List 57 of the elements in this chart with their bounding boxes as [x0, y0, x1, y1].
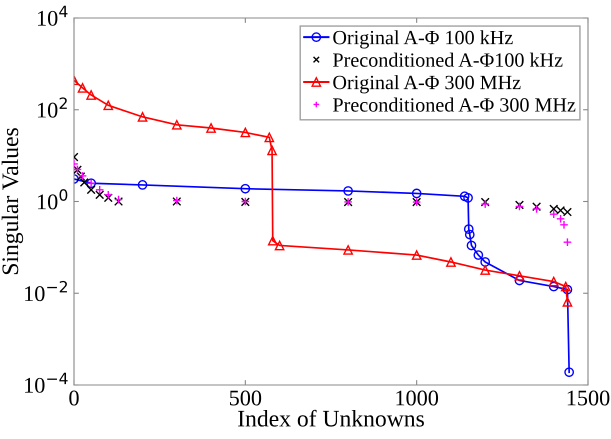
point	[548, 282, 559, 292]
x-tick-label: 1500	[568, 390, 610, 406]
y-tick-label: 10$^{2}$	[38, 97, 67, 118]
point	[514, 270, 524, 281]
point	[412, 188, 422, 198]
x-tick-label: 0	[69, 390, 79, 406]
point	[103, 100, 114, 110]
point	[343, 245, 353, 255]
y-tick-label: 10$^{−4}$	[25, 372, 68, 393]
point	[464, 230, 475, 240]
point	[473, 250, 484, 260]
point	[206, 123, 216, 133]
point	[104, 190, 113, 200]
point	[548, 276, 559, 286]
point	[343, 186, 353, 196]
point	[560, 282, 571, 292]
point	[464, 224, 474, 234]
point	[80, 178, 89, 187]
point	[138, 180, 148, 190]
point	[446, 257, 456, 267]
point	[268, 236, 278, 246]
point	[78, 83, 88, 93]
point	[264, 132, 274, 142]
point	[480, 257, 490, 267]
legend-label: Preconditioned A-Φ 300 MHz	[333, 98, 576, 112]
point	[172, 120, 182, 130]
y-axis-title: Singular Values	[2, 128, 24, 274]
point	[466, 240, 476, 250]
point	[267, 146, 277, 156]
legend-label: Original A-Φ 300 MHz	[333, 75, 521, 94]
point	[460, 191, 470, 202]
point	[240, 184, 250, 194]
point	[562, 238, 572, 247]
point	[564, 367, 574, 378]
point	[514, 276, 524, 286]
point	[560, 220, 569, 230]
x-axis-title: Index of Unknowns	[238, 410, 424, 427]
legend-label: Original A-Φ 100 kHz	[333, 30, 513, 49]
point	[549, 210, 558, 219]
y-tick-label: 10$^{0}$	[38, 189, 68, 210]
x-tick-label: 500	[230, 390, 262, 406]
point	[463, 193, 473, 203]
point	[562, 284, 572, 294]
point	[95, 185, 104, 194]
x-tick-label: 1000	[396, 390, 438, 406]
point	[562, 296, 572, 307]
point	[274, 240, 284, 250]
point	[86, 90, 96, 100]
point	[138, 112, 148, 122]
point	[412, 250, 422, 260]
point	[480, 265, 490, 275]
legend-label: Preconditioned A-Φ100 kHz	[333, 52, 562, 67]
point	[86, 185, 96, 194]
point	[556, 214, 566, 224]
y-tick-label: 10$^{4}$	[38, 6, 68, 26]
point	[240, 128, 250, 138]
y-tick-label: 10$^{−2}$	[25, 280, 67, 302]
